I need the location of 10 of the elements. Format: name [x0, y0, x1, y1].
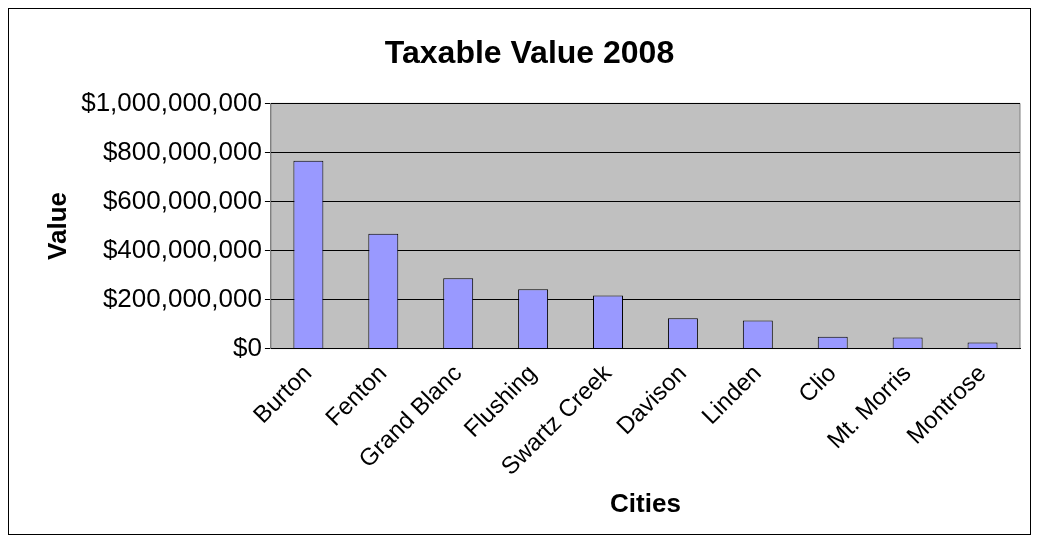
y-tick-label: $200,000,000: [102, 282, 262, 313]
chart-title: Taxable Value 2008: [384, 34, 675, 71]
x-axis-title: Cities: [610, 487, 681, 518]
y-axis-title: Value: [41, 192, 72, 260]
y-tick-label: $800,000,000: [102, 135, 262, 166]
y-tick-label: $1,000,000,000: [81, 86, 262, 117]
y-tick-label: $600,000,000: [102, 184, 262, 215]
x-tick-label: Clio: [792, 358, 841, 408]
y-tick-label: $0: [233, 331, 262, 362]
y-tick-label: $400,000,000: [102, 233, 262, 264]
